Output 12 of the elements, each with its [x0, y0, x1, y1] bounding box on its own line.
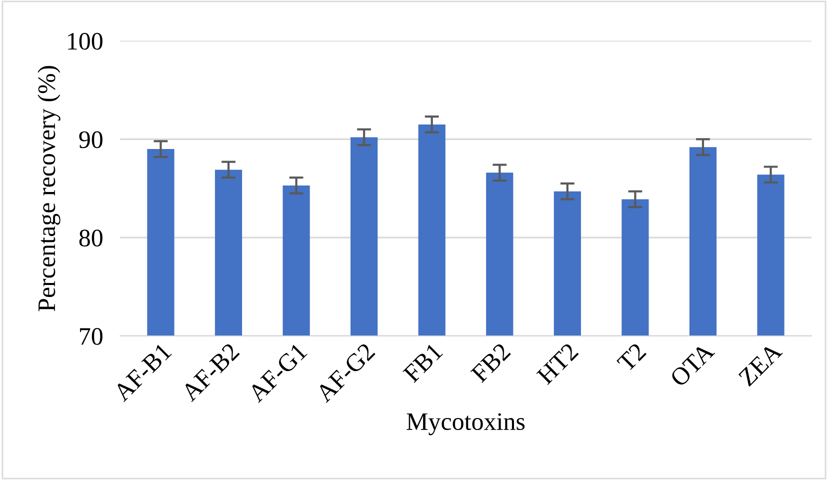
y-tick-label: 100 — [68, 32, 102, 50]
y-tick-label: 80 — [79, 230, 102, 247]
x-tick-label: FB2 — [470, 342, 511, 384]
y-axis-title: Percentage recovery (%) — [38, 66, 60, 312]
x-axis-title: Mycotoxins — [406, 413, 525, 436]
y-tick-label: 70 — [80, 328, 102, 345]
x-tick-label: HT2 — [536, 342, 579, 386]
x-tick-label: OTA — [669, 342, 716, 388]
x-tick-label: FB1 — [402, 342, 444, 384]
x-tick-label: T2 — [616, 342, 646, 372]
y-tick-label: 90 — [79, 131, 102, 148]
x-tick-label: ZEA — [738, 342, 783, 387]
